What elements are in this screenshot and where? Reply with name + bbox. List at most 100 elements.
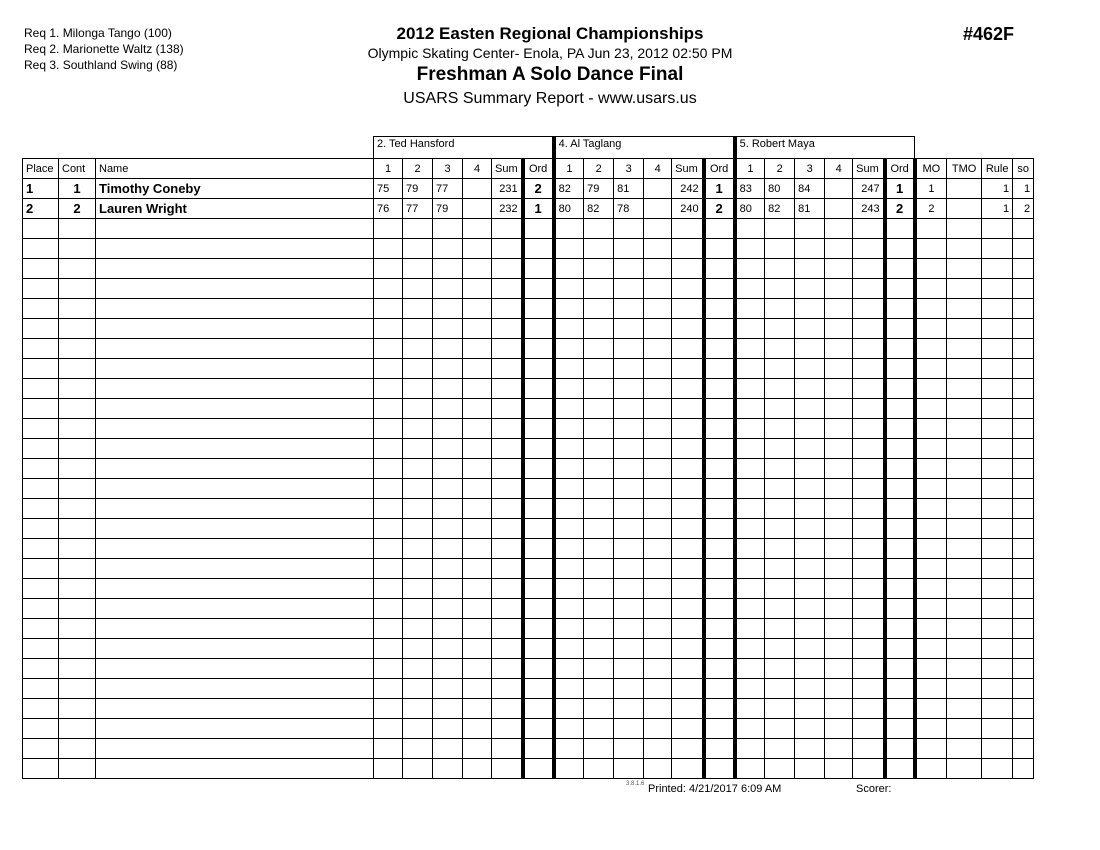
score-cell [613,578,645,599]
table-row [22,358,1035,379]
table-row [22,438,1035,459]
sum-cell [671,698,705,719]
score-cell [373,298,403,319]
rule-cell [981,278,1014,299]
score-cell [613,298,645,319]
sum-cell [671,238,705,259]
score-cell [551,258,585,279]
score-cell [551,318,585,339]
cont-cell [58,438,96,459]
score-cell [824,198,854,219]
sum-cell [490,698,524,719]
score-cell [613,338,645,359]
sum-cell [852,318,886,339]
score-cell [824,758,854,779]
score-cell [462,378,492,399]
score-cell [432,218,463,239]
ord-cell [520,518,555,539]
ord-cell [882,458,916,479]
score-cell [824,258,854,279]
rule-cell [981,558,1014,579]
score-cell [613,258,645,279]
score-cell [732,558,766,579]
score-cell [643,218,673,239]
sum-cell [490,678,524,699]
ord-cell [520,498,555,519]
ord-cell [882,438,916,459]
ord-header: Ord [701,158,736,179]
cont-cell [58,598,96,619]
score-cell [551,698,585,719]
score-cell: 75 [373,178,403,199]
ord-cell [520,658,555,679]
name-cell [95,538,374,559]
score-cell [551,378,585,399]
place-cell [22,598,59,619]
tmo-cell [946,458,983,479]
score-cell [764,498,796,519]
score-cell [432,338,463,359]
score-header: 1 [373,158,403,179]
place-cell [22,278,59,299]
sum-cell [852,378,886,399]
score-cell [794,438,826,459]
score-cell [583,738,615,759]
score-cell [794,258,826,279]
table-row [22,618,1035,639]
sum-cell [490,618,524,639]
score-cell [613,518,645,539]
ord-cell [882,378,916,399]
score-cell [551,358,585,379]
score-cell [643,538,673,559]
ord-cell [701,698,736,719]
ord-cell [882,298,916,319]
score-cell: 80 [551,198,585,219]
sum-cell [852,558,886,579]
name-cell [95,378,374,399]
ord-cell [520,618,555,639]
ord-cell [520,358,555,379]
so-cell [1012,318,1035,339]
score-cell [643,578,673,599]
score-cell [402,758,433,779]
cont-cell [58,318,96,339]
sum-cell [490,258,524,279]
score-cell [373,358,403,379]
score-cell [764,418,796,439]
table-row [22,258,1035,279]
so-cell [1012,398,1035,419]
score-cell [824,238,854,259]
place-cell [22,478,59,499]
cont-cell [58,518,96,539]
table-row [22,278,1035,299]
score-cell [373,438,403,459]
sum-cell [490,498,524,519]
rule-cell [981,378,1014,399]
ord-cell [520,598,555,619]
score-cell [432,458,463,479]
ord-cell [701,358,736,379]
name-cell [95,558,374,579]
rule-cell: 1 [981,178,1014,199]
score-cell [551,758,585,779]
score-cell [373,498,403,519]
tmo-cell [946,638,983,659]
mo-cell [912,498,948,519]
score-cell [613,538,645,559]
sum-cell [852,638,886,659]
score-cell [462,658,492,679]
score-cell [732,578,766,599]
score-cell [373,558,403,579]
so-cell [1012,558,1035,579]
table-row [22,338,1035,359]
sum-cell [490,638,524,659]
score-cell [432,498,463,519]
score-cell [551,478,585,499]
ord-cell [882,578,916,599]
score-cell [732,738,766,759]
table-row [22,418,1035,439]
score-header: 2 [583,158,615,179]
score-cell [402,318,433,339]
ord-cell [882,618,916,639]
score-cell [643,358,673,379]
